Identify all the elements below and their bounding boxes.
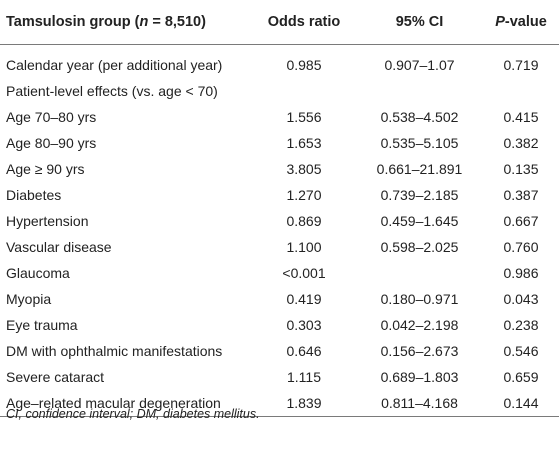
header-ci: 95% CI [356,0,483,45]
row-label: Severe cataract [6,369,105,385]
header-odds-ratio: Odds ratio [252,0,356,45]
ci-cell: 0.739–2.185 [380,187,459,203]
row-label: Hypertension [6,213,89,229]
header-row: Tamsulosin group (n = 8,510) Odds ratio … [0,0,559,45]
odds-ratio-cell: 1.270 [286,187,322,203]
odds-ratio-cell: 1.100 [286,239,322,255]
odds-ratio-cell: 1.556 [286,109,322,125]
odds-ratio-cell: 3.805 [286,161,322,177]
table-row: Age–related macular degeneration 1.839 0.8… [0,390,559,417]
table-row: Eye trauma 0.303 0.042–2.198 0.238 [0,312,559,338]
p-value-cell [483,78,559,104]
p-value-cell: 0.387 [503,187,539,203]
table-row: Glaucoma <0.001 0.986 [0,260,559,286]
results-table: Tamsulosin group (n = 8,510) Odds ratio … [0,0,559,417]
p-value-cell: 0.382 [503,135,539,151]
row-label: DM with ophthalmic manifestations [6,343,223,359]
ci-cell: 0.042–2.198 [380,317,459,333]
ci-cell [356,78,483,104]
table-row: Myopia 0.419 0.180–0.971 0.043 [0,286,559,312]
row-label: Age 70–80 yrs [6,109,97,125]
p-value-cell: 0.135 [503,161,539,177]
odds-ratio-cell: 1.115 [287,369,321,385]
row-label: Myopia [6,291,52,307]
p-value-cell: 0.667 [503,213,539,229]
table-row: Hypertension 0.869 0.459–1.645 0.667 [0,208,559,234]
odds-ratio-cell: 0.869 [286,213,322,229]
ci-cell: 0.156–2.673 [380,343,459,359]
ci-cell: 0.598–2.025 [380,239,459,255]
table-row: DM with ophthalmic manifestations 0.646 0.… [0,338,559,364]
header-p-value: P-value [483,0,559,45]
table-row: Age ≥ 90 yrs 3.805 0.661–21.891 0.135 [0,156,559,182]
row-label: Calendar year (per additional year) [6,57,223,73]
ci-cell: 0.661–21.891 [376,161,463,177]
table-row: Age 70–80 yrs 1.556 0.538–4.502 0.415 [0,104,559,130]
p-value-cell: 0.760 [503,239,539,255]
p-value-cell: 0.144 [483,390,559,417]
row-label: Glaucoma [6,265,70,281]
row-label: Diabetes [6,187,62,203]
odds-ratio-cell: 0.646 [286,343,322,359]
ci-cell [356,260,483,286]
row-label: Patient-level effects (vs. age < 70) [6,83,218,99]
ci-cell: 0.180–0.971 [380,291,459,307]
table-row: Patient-level effects (vs. age < 70) [0,78,559,104]
ci-cell: 0.538–4.502 [380,109,459,125]
odds-ratio-cell [252,78,356,104]
p-value-cell: 0.546 [503,343,539,359]
odds-ratio-cell: 0.303 [286,317,322,333]
p-value-cell: 0.659 [503,369,539,385]
row-label: Eye trauma [6,317,78,333]
ci-cell: 0.907–1.07 [384,57,455,73]
odds-ratio-cell: 1.839 [252,390,356,417]
ci-cell: 0.689–1.803 [380,369,459,385]
ci-cell: 0.811–4.168 [356,390,483,417]
row-label: Vascular disease [6,239,112,255]
ci-cell: 0.459–1.645 [380,213,459,229]
odds-ratio-cell: 0.419 [286,291,322,307]
odds-ratio-cell: 1.653 [286,135,322,151]
p-value-cell: 0.238 [503,317,539,333]
footnote: CI, confidence interval; DM, diabetes me… [6,407,260,421]
row-label: Age–related macular degeneration [0,390,252,417]
p-value-cell: 0.415 [503,109,539,125]
p-value-cell: 0.986 [503,265,539,281]
header-group: Tamsulosin group (n = 8,510) [0,0,252,45]
row-label: Age 80–90 yrs [6,135,97,151]
table-body: Calendar year (per additional year) 0.985… [0,44,559,417]
p-value-cell: 0.043 [503,291,539,307]
row-label: Age ≥ 90 yrs [6,161,85,177]
ci-cell: 0.535–5.105 [380,135,459,151]
table-row: Vascular disease 1.100 0.598–2.025 0.760 [0,234,559,260]
table-row: Diabetes 1.270 0.739–2.185 0.387 [0,182,559,208]
odds-ratio-cell: 0.985 [286,57,322,73]
table-row: Severe cataract 1.115 0.689–1.803 0.659 [0,364,559,390]
odds-ratio-cell: <0.001 [282,265,326,281]
p-value-cell: 0.719 [503,57,539,73]
table-row: Age 80–90 yrs 1.653 0.535–5.105 0.382 [0,130,559,156]
table-row: Calendar year (per additional year) 0.985… [0,52,559,78]
